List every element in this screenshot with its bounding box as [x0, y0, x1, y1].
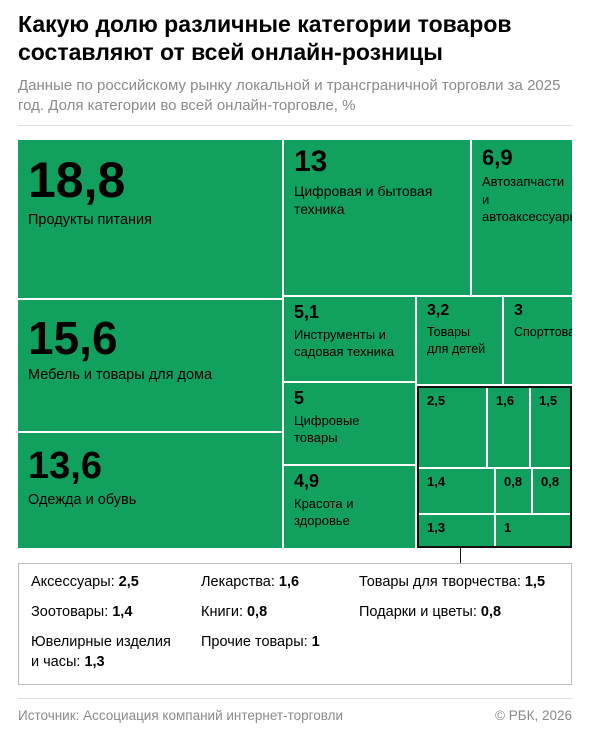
value-label: 5,1 [294, 302, 320, 322]
separator [18, 698, 572, 699]
value-label: 2,5 [427, 393, 446, 408]
small-group-frame [417, 386, 572, 548]
treemap-cell: 4,9 Красота и здоровье [284, 466, 415, 548]
chart-subtitle: Данные по российскому рынку локальной и … [18, 77, 561, 114]
treemap-cell: 3 Спорттовары [504, 297, 572, 384]
legend-entry: Аксессуары2,5 [31, 572, 139, 592]
value-label: 5 [294, 388, 305, 408]
cell-label: Красота и здоровье [294, 495, 354, 529]
value-label: 13 [294, 145, 328, 178]
legend-value: 0,8 [480, 604, 502, 620]
value-label: 3 [514, 302, 523, 319]
source: Источник: Ассоциация компаний интернет-т… [18, 708, 344, 723]
treemap-cell: 0,8 [533, 469, 570, 513]
value-label: 0,8 [541, 474, 560, 489]
treemap-cell: 6,9 Автозапчасти и автоаксессуары [472, 140, 572, 295]
legend-value: 1,3 [84, 654, 105, 670]
cell-label: Цифровая и бытовая техника [294, 182, 433, 218]
legend-label: Прочие товары [201, 634, 308, 650]
legend-label: Подарки и цветы [359, 604, 477, 620]
treemap-cell: 1,3 [419, 515, 494, 546]
legend-value: 1,5 [524, 574, 546, 590]
legend-entry: Прочие товары1 [201, 632, 320, 652]
value-label: 1,6 [496, 393, 515, 408]
separator [18, 125, 572, 126]
value-label: 4,9 [294, 471, 320, 491]
treemap-cell: 18,8 Продукты питания [18, 140, 282, 298]
value-label: 3,2 [427, 302, 450, 319]
treemap-cell: 1,4 [419, 469, 494, 513]
cell-label: Одежда и обувь [28, 491, 137, 508]
treemap-cell: 0,8 [496, 469, 531, 513]
legend-entry: Лекарства1,6 [201, 572, 299, 592]
treemap-cell: 15,6 Мебель и товары для дома [18, 300, 282, 431]
value-label: 18,8 [28, 152, 126, 208]
value-label: 0,8 [504, 474, 523, 489]
value-label: 1,5 [539, 393, 558, 408]
treemap-cell: 1,6 [488, 388, 529, 467]
cell-label: Товары для детей [427, 324, 486, 356]
treemap-cell: 13,6 Одежда и обувь [18, 433, 282, 548]
legend-entry: Зоотовары1,4 [31, 602, 132, 622]
legend-entry: Ювелирные изделия и часы1,3 [31, 632, 171, 672]
legend-label: Лекарства [201, 574, 275, 590]
cell-label: Продукты питания [28, 211, 152, 228]
value-label: 15,6 [28, 312, 118, 364]
connector [460, 548, 461, 563]
value-label: 6,9 [482, 145, 513, 170]
legend-value: 0,8 [246, 604, 268, 620]
cell-label: Инструменты и садовая техника [294, 326, 395, 360]
legend: Аксессуары2,5 Лекарства1,6 Товары для твор… [18, 563, 572, 685]
legend-entry: Подарки и цветы0,8 [359, 602, 501, 622]
chart-title: Какую долю различные категории товаров с… [18, 11, 512, 65]
legend-label: Товары для творчества [359, 574, 521, 590]
treemap-cell: 3,2 Товары для детей [417, 297, 502, 384]
legend-entry: Товары для творчества1,5 [359, 572, 545, 592]
legend-value: 1,6 [278, 574, 300, 590]
cell-label: Мебель и товары для дома [28, 367, 213, 384]
legend-label: Зоотовары [31, 604, 108, 620]
legend-value: 1,4 [112, 604, 133, 620]
cell-label: Спорттовары [514, 324, 572, 339]
legend-label: Книги [201, 604, 243, 620]
legend-value: 1 [311, 634, 320, 650]
treemap-cell: 1 [496, 515, 570, 546]
value-label: 1,3 [427, 520, 446, 535]
value-label: 1 [504, 520, 512, 535]
value-label: 1,4 [427, 474, 446, 489]
legend-label: Аксессуары [31, 574, 115, 590]
treemap-cell: 5,1 Инструменты и садовая техника [284, 297, 415, 381]
legend-entry: Книги0,8 [201, 602, 267, 622]
treemap-cell: 13 Цифровая и бытовая техника [284, 140, 470, 295]
treemap-cell: 1,5 [531, 388, 570, 467]
treemap-cell: 5 Цифровые товары [284, 383, 415, 464]
treemap-cell: 2,5 [419, 388, 486, 467]
legend-value: 2,5 [118, 574, 139, 590]
cell-label: Цифровые товары [294, 412, 360, 446]
value-label: 13,6 [28, 445, 102, 487]
credit: © РБК, 2026 [495, 708, 572, 723]
cell-label: Автозапчасти и автоаксессуары [482, 174, 572, 225]
